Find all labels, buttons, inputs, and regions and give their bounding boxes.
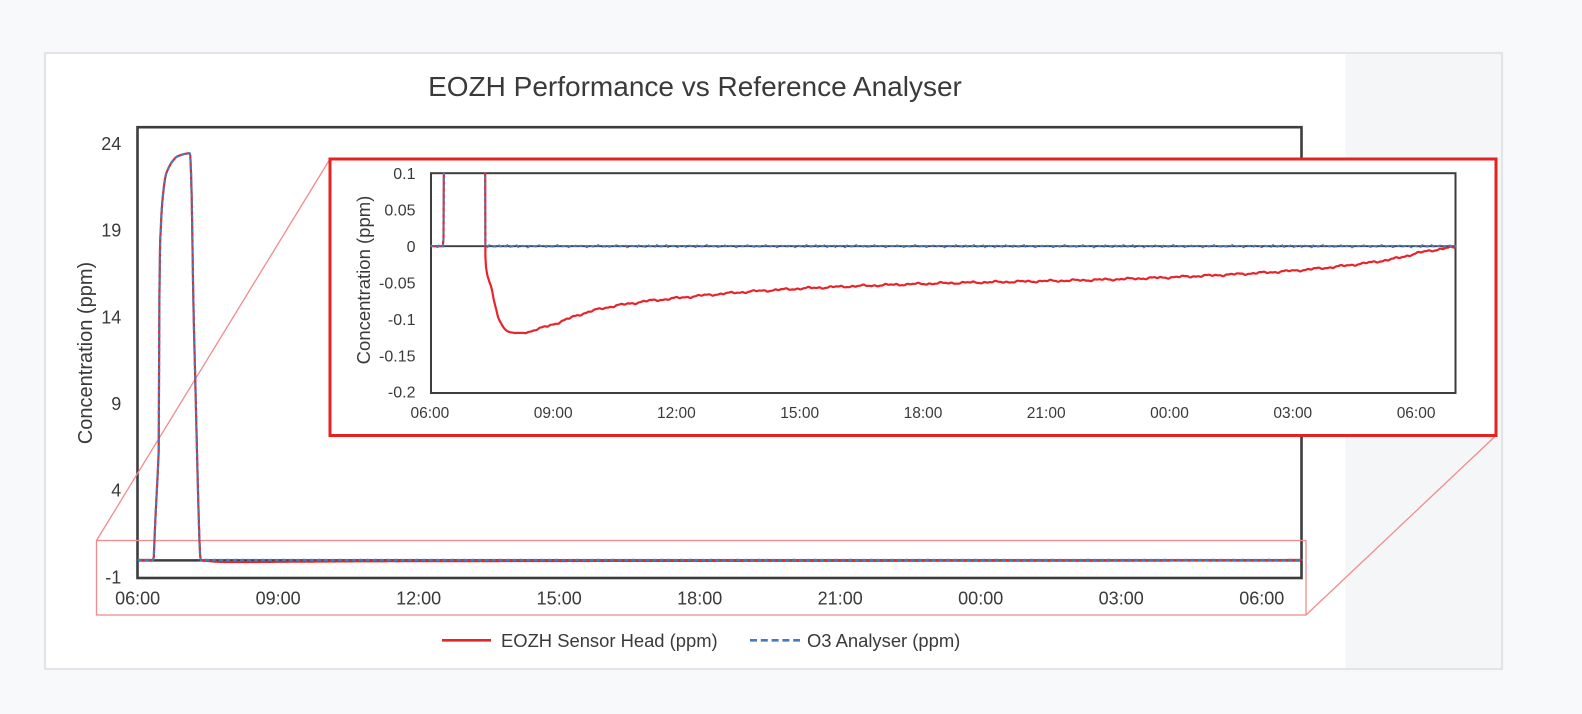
svg-text:19: 19 <box>101 221 121 241</box>
svg-text:06:00: 06:00 <box>411 405 450 422</box>
svg-text:-0.05: -0.05 <box>379 275 416 292</box>
svg-text:03:00: 03:00 <box>1273 405 1312 422</box>
svg-text:21:00: 21:00 <box>1027 405 1066 422</box>
svg-text:EOZH Sensor Head (ppm): EOZH Sensor Head (ppm) <box>501 630 718 651</box>
svg-text:18:00: 18:00 <box>904 405 943 422</box>
svg-text:14: 14 <box>101 307 121 327</box>
svg-text:O3 Analyser (ppm): O3 Analyser (ppm) <box>807 630 960 651</box>
svg-text:09:00: 09:00 <box>256 589 301 609</box>
svg-text:Concentration (ppm): Concentration (ppm) <box>353 196 374 365</box>
svg-text:-1: -1 <box>105 567 121 587</box>
svg-text:EOZH Performance vs Reference: EOZH Performance vs Reference Analyser <box>428 71 962 102</box>
svg-text:-0.2: -0.2 <box>388 385 416 402</box>
svg-text:12:00: 12:00 <box>396 589 441 609</box>
svg-text:-0.1: -0.1 <box>388 312 416 329</box>
svg-text:15:00: 15:00 <box>780 405 819 422</box>
svg-text:12:00: 12:00 <box>657 405 696 422</box>
svg-text:09:00: 09:00 <box>534 405 573 422</box>
svg-text:21:00: 21:00 <box>818 589 863 609</box>
svg-text:00:00: 00:00 <box>958 589 1003 609</box>
svg-text:24: 24 <box>101 134 121 154</box>
svg-text:4: 4 <box>111 481 121 501</box>
svg-text:06:00: 06:00 <box>1397 405 1436 422</box>
svg-text:03:00: 03:00 <box>1099 589 1144 609</box>
svg-text:-0.15: -0.15 <box>379 348 416 365</box>
svg-text:0: 0 <box>407 239 416 256</box>
svg-text:06:00: 06:00 <box>1239 589 1284 609</box>
svg-text:Concentration (ppm): Concentration (ppm) <box>75 262 97 444</box>
svg-text:18:00: 18:00 <box>677 589 722 609</box>
svg-text:00:00: 00:00 <box>1150 405 1189 422</box>
svg-text:15:00: 15:00 <box>537 589 582 609</box>
svg-text:9: 9 <box>111 394 121 414</box>
svg-text:0.05: 0.05 <box>384 203 415 220</box>
svg-text:06:00: 06:00 <box>115 589 160 609</box>
svg-text:0.1: 0.1 <box>393 166 415 183</box>
